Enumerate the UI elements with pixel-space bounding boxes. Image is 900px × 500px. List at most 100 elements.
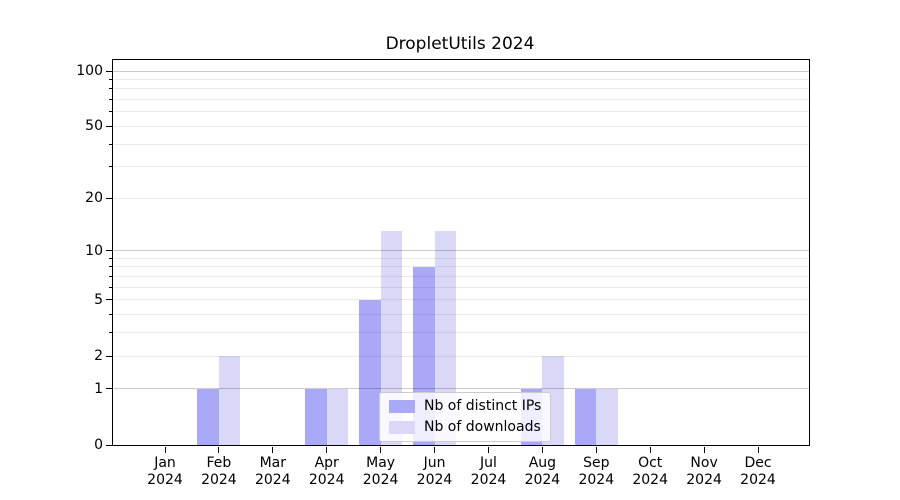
x-tick-label-feb: Feb 2024 [179,455,259,489]
gridline-100 [113,70,809,72]
x-label-year: 2024 [254,472,291,488]
y-tick-50 [106,125,112,127]
gridline-20 [113,197,809,199]
gridline-3 [113,332,809,334]
y-tick-0 [106,444,112,446]
gridline-4 [113,314,809,316]
bar-distinct-ips-sep [574,388,597,445]
gridline-2 [113,355,809,357]
x-tick-label-sep: Sep 2024 [556,455,636,489]
y-minor-tick-8 [109,266,112,268]
y-minor-tick-3 [109,332,112,334]
x-tick-oct [649,447,651,453]
y-minor-tick-90 [109,79,112,80]
legend-label-downloads: Nb of downloads [424,419,541,435]
y-tick-label-1: 1 [94,380,103,397]
gridline-40 [113,143,809,145]
bar-distinct-ips-may [359,299,381,445]
gridline-70 [113,99,809,101]
x-label-year: 2024 [632,472,668,488]
x-tick-label-jul: Jul 2024 [449,455,529,489]
x-label-month: Nov [690,455,718,471]
x-tick-mar [272,447,274,453]
bar-downloads-jun [434,231,457,445]
gridline-10 [113,250,809,252]
plot-area: 0 1 2 5 10 20 50 100 Jan 2024 Feb 2024 Mar 2024 Apr 20… [76,59,810,488]
x-tick-sep [595,447,597,453]
x-label-year: 2024 [362,472,399,488]
legend-swatch-downloads [389,421,415,434]
x-label-year: 2024 [686,472,722,488]
x-label-year: 2024 [416,472,453,488]
x-tick-label-jun: Jun 2024 [395,455,475,489]
x-tick-jun [434,447,435,453]
y-tick-label-100: 100 [76,63,103,79]
x-tick-label-mar: Mar 2024 [233,455,313,489]
gridline-60 [113,111,809,113]
gridline-1 [113,388,809,390]
bar-downloads-may [380,231,403,445]
x-tick-label-aug: Aug 2024 [502,455,582,489]
gridline-50 [113,125,809,127]
x-label-year: 2024 [578,472,615,488]
x-label-month: Sep [583,455,610,471]
y-tick-label-20: 20 [85,190,103,207]
x-label-month: Feb [206,455,232,471]
y-tick-label-0: 0 [94,437,103,453]
x-label-month: Apr [314,455,339,471]
x-label-year: 2024 [147,472,183,488]
y-minor-tick-7 [109,276,112,277]
legend-item-distinct-ips: Nb of distinct IPs [389,398,541,415]
x-tick-label-dec: Dec 2024 [718,455,798,489]
x-tick-label-may: May 2024 [341,455,421,489]
x-tick-label-jan: Jan 2024 [125,455,205,489]
x-tick-label-apr: Apr 2024 [287,455,367,489]
x-tick-jan [164,447,166,453]
x-label-year: 2024 [470,472,507,488]
gridline-9 [113,257,809,259]
legend-swatch-distinct-ips [389,400,415,413]
y-tick-label-5: 5 [94,291,103,308]
x-label-month: Dec [744,455,772,471]
chart-title: DropletUtils 2024 [385,34,535,54]
x-label-year: 2024 [308,472,345,488]
legend-item-downloads: Nb of downloads [389,419,541,436]
x-tick-feb [218,447,220,453]
x-tick-may [380,447,382,453]
x-tick-nov [703,447,705,453]
y-tick-label-10: 10 [85,242,103,259]
y-minor-tick-60 [109,111,112,113]
x-tick-dec [757,447,759,453]
y-minor-tick-80 [109,88,112,90]
legend: Nb of distinct IPs Nb of downloads [379,392,552,442]
x-tick-aug [541,447,543,453]
y-tick-20 [106,197,112,199]
y-tick-1 [106,388,112,390]
gridline-8 [113,266,809,268]
y-minor-tick-40 [109,143,112,145]
gridline-90 [113,79,809,80]
gridline-6 [113,286,809,288]
bar-downloads-feb [218,356,241,445]
x-tick-apr [326,447,328,453]
bar-downloads-apr [326,388,349,445]
legend-label-distinct-ips: Nb of distinct IPs [424,398,542,414]
y-tick-100 [106,70,112,72]
y-tick-2 [106,355,112,357]
x-label-month: Jul [480,455,497,471]
gridline-7 [113,276,809,277]
bar-distinct-ips-apr [305,388,327,445]
x-label-month: Jun [423,455,446,471]
x-label-year: 2024 [524,472,561,488]
x-label-month: Aug [528,455,557,471]
bar-downloads-sep [596,388,618,445]
x-tick-label-oct: Oct 2024 [610,455,690,489]
x-label-year: 2024 [201,472,237,488]
y-minor-tick-30 [109,166,112,168]
x-tick-label-nov: Nov 2024 [664,455,744,489]
y-minor-tick-4 [109,314,112,316]
y-minor-tick-9 [109,257,112,259]
bar-distinct-ips-feb [197,388,219,445]
y-tick-10 [106,250,112,252]
